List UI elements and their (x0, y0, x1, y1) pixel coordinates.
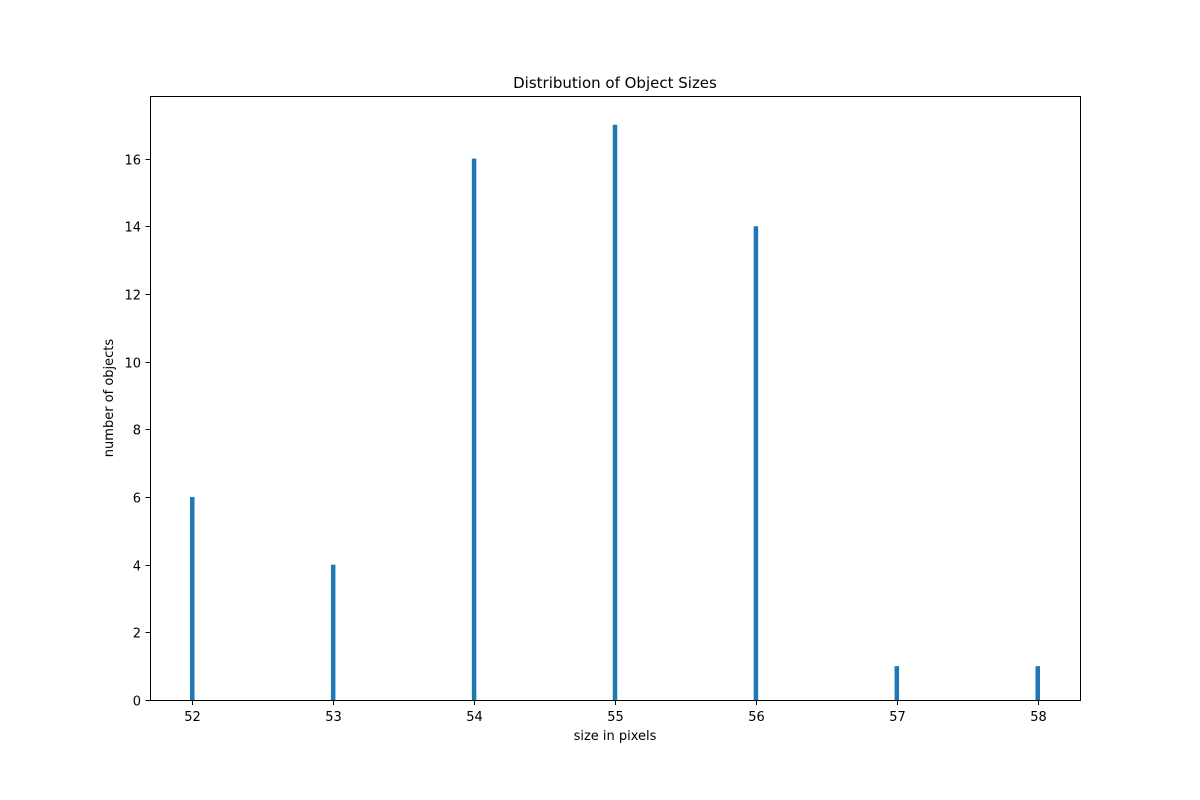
x-tick-label-52: 52 (184, 710, 201, 725)
x-tick-label-58: 58 (1030, 710, 1047, 725)
y-tick-label-2: 2 (133, 627, 141, 642)
y-tick-label-6: 6 (133, 492, 141, 507)
chart-title: Distribution of Object Sizes (513, 74, 717, 92)
bar-55 (612, 124, 618, 700)
bar-57 (894, 666, 900, 700)
bar-58 (1035, 666, 1040, 700)
x-tick-label-54: 54 (466, 710, 483, 725)
y-axis-ticks: 0 2 4 6 8 10 12 14 16 (124, 154, 151, 710)
x-tick-label-57: 57 (889, 710, 906, 725)
bar-52 (190, 496, 195, 700)
y-tick-label-10: 10 (124, 357, 141, 372)
y-axis-label: number of objects (102, 339, 117, 458)
y-tick-label-0: 0 (133, 695, 141, 710)
bar-56 (753, 226, 759, 700)
bars-group (190, 124, 1040, 701)
x-tick-label-53: 53 (325, 710, 342, 725)
y-tick-label-8: 8 (133, 424, 141, 439)
bar-54 (471, 158, 477, 701)
x-tick-label-55: 55 (607, 710, 624, 725)
y-tick-label-4: 4 (133, 560, 141, 575)
y-tick-label-14: 14 (124, 221, 141, 236)
bar-53 (330, 564, 336, 700)
y-tick-label-16: 16 (124, 154, 141, 169)
x-axis-label: size in pixels (574, 729, 657, 744)
y-tick-label-12: 12 (124, 289, 141, 304)
x-axis-ticks: 52 53 54 55 56 57 58 (184, 700, 1047, 725)
x-tick-label-56: 56 (748, 710, 765, 725)
